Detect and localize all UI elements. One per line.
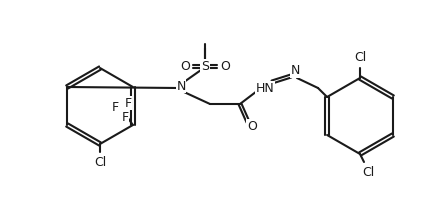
Text: N: N — [176, 79, 186, 92]
Text: O: O — [180, 59, 190, 73]
Text: Cl: Cl — [362, 166, 374, 179]
Text: HN: HN — [256, 81, 274, 95]
Text: F: F — [124, 97, 132, 110]
Text: Cl: Cl — [354, 51, 366, 64]
Text: N: N — [290, 65, 299, 78]
Text: Cl: Cl — [94, 156, 106, 169]
Text: O: O — [247, 119, 257, 132]
Text: O: O — [220, 59, 230, 73]
Text: F: F — [111, 100, 118, 113]
Text: S: S — [201, 59, 209, 73]
Text: F: F — [121, 111, 129, 124]
